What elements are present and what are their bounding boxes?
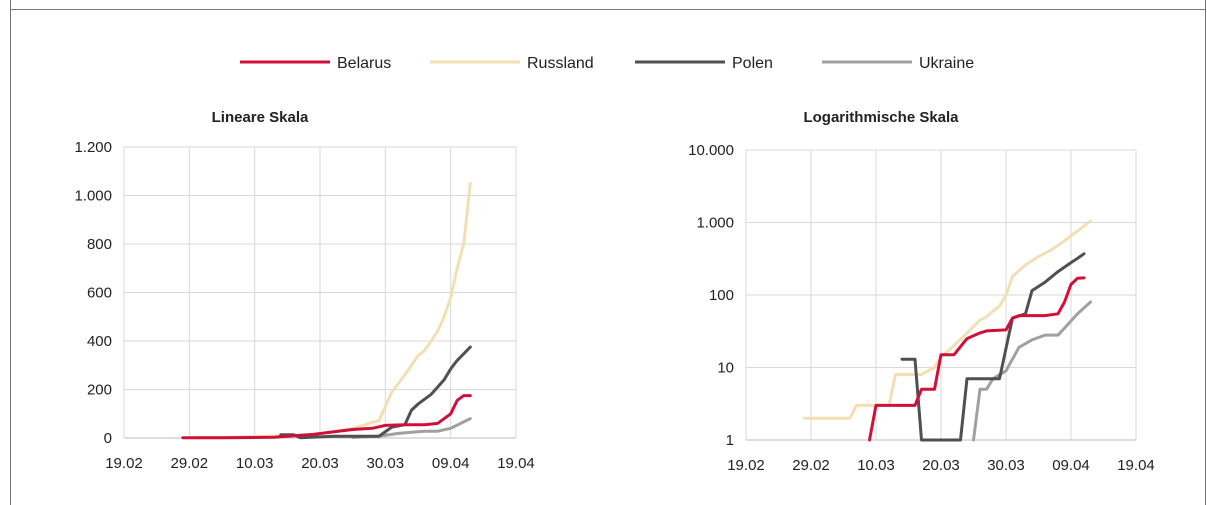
x-tick-label: 29.02	[171, 455, 209, 472]
x-tick-label: 20.03	[301, 455, 339, 472]
panel-title: Logarithmische Skala	[803, 109, 959, 126]
y-tick-label: 10.000	[688, 142, 734, 159]
y-tick-label: 800	[87, 236, 112, 253]
legend-label-polen: Polen	[732, 55, 773, 72]
y-tick-label: 1.200	[74, 139, 112, 156]
chart-frame	[10, 0, 1206, 505]
series-line-russland	[803, 219, 1092, 420]
legend-label-ukraine: Ukraine	[919, 55, 974, 72]
y-tick-label: 0	[104, 430, 112, 447]
series-line-polen	[279, 345, 472, 440]
panel-title: Lineare Skala	[212, 109, 309, 126]
x-tick-label: 20.03	[922, 457, 960, 474]
y-tick-label: 400	[87, 333, 112, 350]
y-tick-label: 200	[87, 382, 112, 399]
x-tick-label: 10.03	[236, 455, 274, 472]
y-tick-label: 100	[709, 287, 734, 304]
legend-label-belarus: Belarus	[337, 55, 391, 72]
y-tick-label: 600	[87, 285, 112, 302]
x-tick-label: 19.02	[105, 455, 143, 472]
x-tick-label: 19.04	[497, 455, 535, 472]
x-tick-label: 30.03	[367, 455, 405, 472]
chart-panel-1: Lineare Skala 19.02 29.02 10.03 20.03 30.03 09…	[74, 109, 534, 472]
x-tick-label: 29.02	[792, 457, 830, 474]
y-tick-label: 1.000	[696, 215, 734, 232]
series-line-belarus	[868, 276, 1086, 442]
x-tick-label: 30.03	[987, 457, 1025, 474]
y-tick-label: 1	[726, 432, 734, 449]
frame-top-border	[10, 9, 1206, 10]
y-tick-label: 10	[717, 360, 734, 377]
x-tick-label: 19.04	[1117, 457, 1155, 474]
x-tick-label: 19.02	[727, 457, 765, 474]
series-line-belarus	[181, 394, 472, 440]
x-tick-label: 09.04	[1052, 457, 1090, 474]
chart-panel-2: Logarithmische Skala 19.02 29.02 10.03 20.03…	[688, 109, 1155, 474]
series-line-ukraine	[972, 300, 1092, 442]
x-tick-label: 10.03	[857, 457, 895, 474]
series-line-russland	[194, 181, 472, 439]
legend-label-russland: Russland	[527, 55, 594, 72]
x-tick-label: 09.04	[432, 455, 470, 472]
y-tick-label: 1.000	[74, 188, 112, 205]
series-line-polen	[900, 252, 1086, 442]
